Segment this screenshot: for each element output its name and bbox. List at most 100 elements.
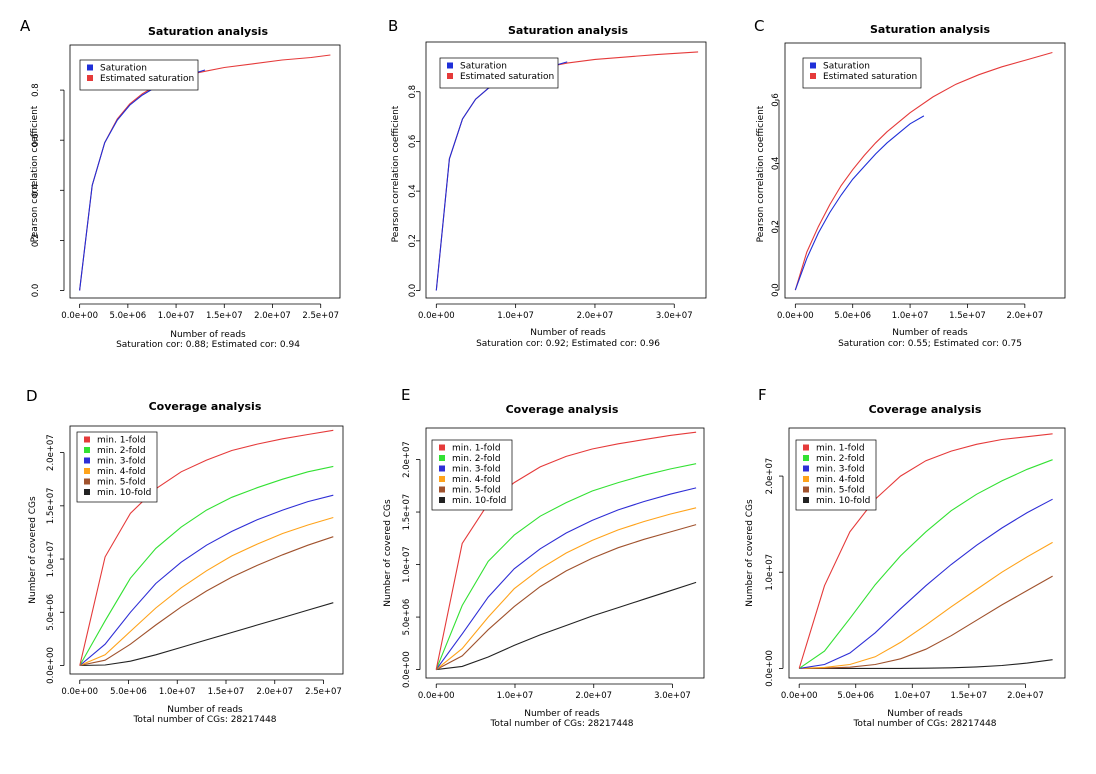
panel-a-x-tick-label: 1.5e+07 <box>206 311 243 321</box>
panel-f-line-min-1-fold <box>798 433 1053 669</box>
panel-e-y-label: Number of covered CGs <box>383 499 393 607</box>
panel-b-y-tick-label: 0.2 <box>408 234 418 248</box>
panel-d-y-tick-label: 5.0e+06 <box>46 594 56 631</box>
panel-d-x-tick-label: 2.0e+07 <box>256 687 293 697</box>
panel-a-y-label: Pearson correlation coefficient <box>30 105 40 242</box>
panel-e-letter: E <box>401 386 410 404</box>
panel-a-x-tick-label: 2.0e+07 <box>254 311 291 321</box>
panel-d-legend-label: min. 5-fold <box>97 478 146 488</box>
panel-d-y-tick-label: 1.0e+07 <box>46 541 56 578</box>
panel-b-legend-box <box>439 57 559 89</box>
panel-f-subtitle: Total number of CGs: 28217448 <box>852 719 996 729</box>
panel-d-y-label: Number of covered CGs <box>28 496 38 604</box>
panel-a-x-tick-label: 5.0e+06 <box>110 311 147 321</box>
panel-f-legend-swatch <box>803 444 809 451</box>
panel-b-x-tick-label: 2.0e+07 <box>577 311 614 321</box>
panel-f-legend-swatch <box>803 497 809 503</box>
panel-d-legend-label: min. 2-fold <box>97 446 146 456</box>
panel-a-legend-label: Saturation <box>100 64 147 74</box>
panel-b-legend-swatch <box>447 73 453 79</box>
panel-d-legend-label: min. 1-fold <box>97 436 146 446</box>
panel-a-plot-frame <box>69 44 341 299</box>
panel-d-subtitle: Total number of CGs: 28217448 <box>132 715 276 725</box>
panel-d-legend-label: min. 10-fold <box>97 488 151 498</box>
panel-a-legend-swatch <box>87 64 93 71</box>
panel-a-x-tick-label: 0.0e+00 <box>61 311 98 321</box>
panel-e-subtitle: Total number of CGs: 28217448 <box>489 719 633 729</box>
panel-c-x-label: Number of reads <box>892 328 968 338</box>
panel-e-title: Coverage analysis <box>506 403 619 416</box>
panel-a-legend-box <box>79 59 199 91</box>
panel-a-legend-label: Estimated saturation <box>100 74 194 84</box>
panel-d-line-min-2-fold <box>79 465 334 666</box>
panel-d-x-tick-label: 1.5e+07 <box>208 687 245 697</box>
panel-f-y-tick-label: 1.0e+07 <box>765 554 775 591</box>
panel-f-line-min-10-fold <box>799 659 1053 669</box>
panel-f-legend-label: min. 5-fold <box>816 486 865 496</box>
panel-f-legend-label: min. 10-fold <box>816 496 870 506</box>
panel-d-x-label: Number of reads <box>167 705 243 715</box>
panel-f-y-tick-label: 0.0e+00 <box>765 650 775 687</box>
panel-e-x-tick-label: 2.0e+07 <box>575 691 612 701</box>
panel-f-y-tick-label: 2.0e+07 <box>765 458 775 495</box>
panel-e-legend-swatch <box>439 465 445 472</box>
panel-a-y-tick-label: 0.6 <box>31 133 41 147</box>
panel-e-legend-box <box>431 439 513 511</box>
panel-e-legend-label: min. 2-fold <box>452 454 501 464</box>
panel-b-x-tick-label: 0.0e+00 <box>418 311 455 321</box>
panel-d-letter: D <box>26 387 38 405</box>
panel-a-y-tick-label: 0.8 <box>31 83 41 97</box>
panel-d-x-tick-label: 0.0e+00 <box>61 687 98 697</box>
panel-f-title: Coverage analysis <box>869 403 982 416</box>
panel-a-subtitle: Saturation cor: 0.88; Estimated cor: 0.9… <box>116 340 300 350</box>
panel-e-y-tick-label: 0.0e+00 <box>402 651 412 688</box>
panel-e-legend-swatch <box>439 455 445 461</box>
panel-e-legend-label: min. 10-fold <box>452 496 506 506</box>
panel-c-subtitle: Saturation cor: 0.55; Estimated cor: 0.7… <box>838 339 1022 349</box>
panel-e-legend-label: min. 3-fold <box>452 465 501 475</box>
panel-c-y-tick-label: 0.0 <box>771 283 781 297</box>
panel-e-line-min-10-fold <box>436 581 697 671</box>
panel-e-legend-swatch <box>439 497 445 503</box>
panel-d-line-min-5-fold <box>79 536 334 667</box>
panel-d-x-tick-label: 1.0e+07 <box>159 687 196 697</box>
panel-c-line-saturation <box>794 115 925 291</box>
panel-c-legend-swatch <box>810 62 816 69</box>
panel-a-letter: A <box>20 17 31 35</box>
panel-c-x-tick-label: 2.0e+07 <box>1006 311 1043 321</box>
panel-d-legend-swatch <box>84 489 90 495</box>
panel-b-y-tick-label: 0.0 <box>408 284 418 298</box>
panel-c-y-tick-label: 0.4 <box>771 157 781 171</box>
panel-e-x-tick-label: 1.0e+07 <box>497 691 534 701</box>
panel-f-x-tick-label: 1.0e+07 <box>894 691 931 701</box>
panel-c-plot-frame <box>784 42 1066 299</box>
panel-f-x-tick-label: 5.0e+06 <box>837 691 874 701</box>
panel-e-legend-swatch <box>439 444 445 451</box>
panel-c-x-tick-label: 1.5e+07 <box>949 311 986 321</box>
panel-b-legend-label: Saturation <box>460 62 507 72</box>
panel-e-x-tick-label: 0.0e+00 <box>418 691 455 701</box>
panel-e-line-min-1-fold <box>435 431 697 670</box>
panel-c-legend-label: Estimated saturation <box>823 72 917 82</box>
panel-a-y-tick-label: 0.4 <box>31 184 41 198</box>
panel-d: D Coverage analysis 0.0e+00 5.0e+06 1.0e+07 1… <box>26 387 344 725</box>
panel-d-title: Coverage analysis <box>149 400 262 413</box>
panel-f: F Coverage analysis 0.0e+00 5.0e+06 1.0e+07 1… <box>745 386 1066 729</box>
panel-c-line-estimated-saturation <box>794 51 1053 291</box>
panel-b-plot-frame <box>425 41 707 299</box>
panel-d-y-tick-label: 1.5e+07 <box>46 487 56 524</box>
panel-c-title: Saturation analysis <box>870 23 990 36</box>
panel-a-y-tick-label: 0.0 <box>31 284 41 298</box>
panel-c: C Saturation analysis 0.0e+00 5.0e+06 1.0e+0… <box>754 17 1066 349</box>
panel-d-line-min-10-fold <box>79 602 334 667</box>
panel-f-legend-box <box>795 439 877 511</box>
panel-e-legend-label: min. 1-fold <box>452 444 501 454</box>
panel-c-x-tick-label: 5.0e+06 <box>834 311 871 321</box>
panel-b-title: Saturation analysis <box>508 24 628 37</box>
panel-a-legend-swatch <box>87 75 93 81</box>
panel-b-y-tick-label: 0.4 <box>408 184 418 198</box>
